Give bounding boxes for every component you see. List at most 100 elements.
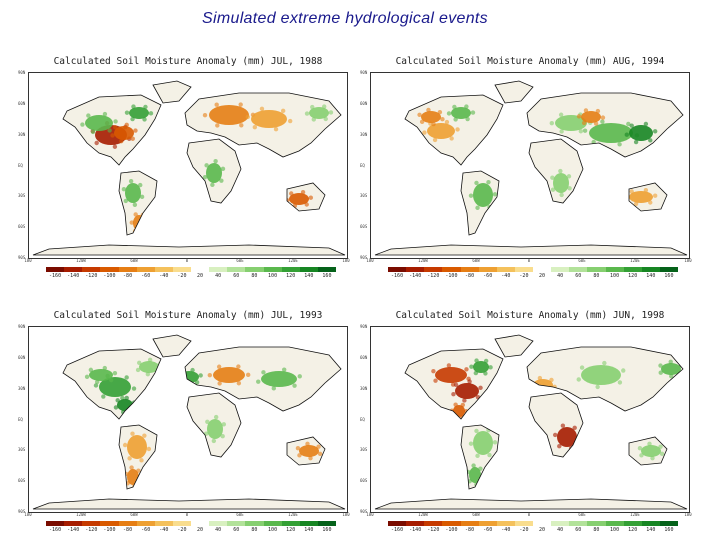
colorbar-tick-label: 20 [539, 273, 546, 279]
colorbar-swatch [587, 267, 606, 272]
anomaly-speckle [156, 368, 161, 374]
anomaly-speckle [431, 121, 436, 127]
map-panel-aug-1994: Calculated Soil Moisture Anomaly (mm) AU… [360, 56, 700, 281]
anomaly-speckle [119, 138, 124, 144]
anomaly-speckle [310, 104, 315, 110]
latitude-tick-label: 90S [18, 255, 26, 260]
colorbar-tick-label: -80 [123, 273, 133, 279]
colorbar [388, 521, 678, 526]
longitude-tick-label: 60E [236, 258, 244, 263]
colorbar-tick-label: -100 [445, 273, 458, 279]
land-antarctica [33, 499, 345, 509]
anomaly-region [85, 115, 113, 131]
colorbar-tick-label: 40 [215, 273, 222, 279]
colorbar-ticks: -160 -140 -120 -100 -80 -60 -40 -20 20 40 60 80 100 1… [388, 273, 678, 280]
anomaly-speckle [462, 398, 467, 403]
anomaly-speckle [236, 364, 241, 369]
anomaly-region [114, 126, 134, 140]
anomaly-speckle [617, 142, 622, 147]
coastline [374, 244, 688, 256]
colorbar-tick-label: -40 [159, 527, 169, 533]
anomaly-speckle [142, 117, 147, 122]
anomaly-speckle [140, 229, 145, 234]
colorbar-swatch [172, 521, 191, 526]
anomaly-speckle [483, 358, 489, 364]
anomaly-speckle [261, 370, 266, 375]
colorbar-tick-label: 20 [197, 527, 204, 533]
anomaly-speckle [576, 436, 582, 442]
coastline [526, 92, 684, 158]
coastline [374, 498, 688, 510]
latitude-tick-label: 60S [18, 224, 26, 230]
colorbar-swatch [82, 267, 101, 272]
anomaly-speckle [583, 108, 589, 113]
colorbar [46, 521, 336, 526]
latitude-tick-label: 30N [18, 131, 26, 137]
colorbar-tick-label: 80 [251, 527, 258, 533]
colorbar-tick-label: 40 [557, 273, 564, 279]
anomaly-speckle [552, 432, 558, 438]
anomaly-speckle [138, 182, 143, 188]
colorbar-swatch [209, 521, 228, 526]
anomaly-speckle [566, 174, 572, 179]
colorbar [388, 267, 678, 272]
anomaly-speckle [578, 129, 584, 134]
anomaly-speckle [679, 370, 684, 375]
colorbar-tick-label: 120 [286, 273, 296, 279]
map-panel-jun-1998: Calculated Soil Moisture Anomaly (mm) JU… [360, 310, 700, 535]
anomaly-speckle [133, 128, 138, 133]
colorbar [46, 267, 336, 272]
anomaly-speckle [124, 375, 129, 380]
anomaly-speckle [647, 441, 652, 447]
latitude-tick-label: 60S [360, 224, 368, 230]
anomaly-speckle [252, 124, 258, 130]
colorbar-tick-label: -160 [49, 527, 62, 533]
anomaly-speckle [492, 440, 498, 445]
anomaly-speckle [121, 186, 127, 192]
anomaly-speckle [639, 453, 644, 458]
longitude-tick-label: 60E [236, 512, 244, 517]
colorbar-swatch [154, 521, 173, 526]
anomaly-region [206, 163, 222, 183]
anomaly-speckle [478, 466, 483, 471]
anomaly-speckle [576, 114, 582, 119]
anomaly-region [455, 383, 479, 399]
anomaly-speckle [124, 110, 130, 115]
longitude-tick-label: 60W [472, 258, 480, 263]
colorbar-tick-label: 40 [557, 527, 564, 533]
colorbar-tick-label: -20 [519, 273, 529, 279]
anomaly-region [127, 435, 147, 459]
anomaly-speckle [669, 373, 674, 379]
anomaly-speckle [211, 438, 217, 444]
anomaly-speckle [464, 104, 469, 109]
anomaly-region [435, 367, 467, 383]
longitude-tick-label: 180 [366, 258, 374, 263]
anomaly-speckle [101, 394, 106, 399]
anomaly-speckle [468, 441, 474, 446]
colorbar-swatch [424, 267, 443, 272]
anomaly-speckle [113, 125, 118, 130]
anomaly-speckle [659, 451, 665, 456]
latitude-tick-label: 90S [360, 509, 368, 514]
anomaly-speckle [292, 383, 297, 388]
colorbar-tick-label: -120 [427, 527, 440, 533]
colorbar-swatch [191, 521, 210, 526]
anomaly-speckle [675, 145, 680, 150]
anomaly-speckle [131, 400, 137, 405]
colorbar-swatch [460, 521, 479, 526]
anomaly-speckle [440, 116, 445, 122]
anomaly-speckle [471, 463, 476, 468]
colorbar-tick-label: 40 [215, 527, 222, 533]
anomaly-speckle [204, 163, 209, 168]
anomaly-speckle [652, 129, 658, 134]
anomaly-speckle [221, 422, 227, 427]
anomaly-speckle [143, 221, 149, 226]
anomaly-speckle [238, 102, 243, 107]
map-panel-jul-1988: Calculated Soil Moisture Anomaly (mm) JU… [18, 56, 358, 281]
latitude-tick-label: 30S [18, 447, 26, 453]
anomaly-speckle [148, 111, 154, 116]
anomaly-speckle [600, 119, 605, 124]
latitude-tick-label: EQ [360, 416, 365, 422]
longitude-tick-label: 180 [24, 512, 32, 517]
anomaly-speckle [127, 456, 132, 461]
